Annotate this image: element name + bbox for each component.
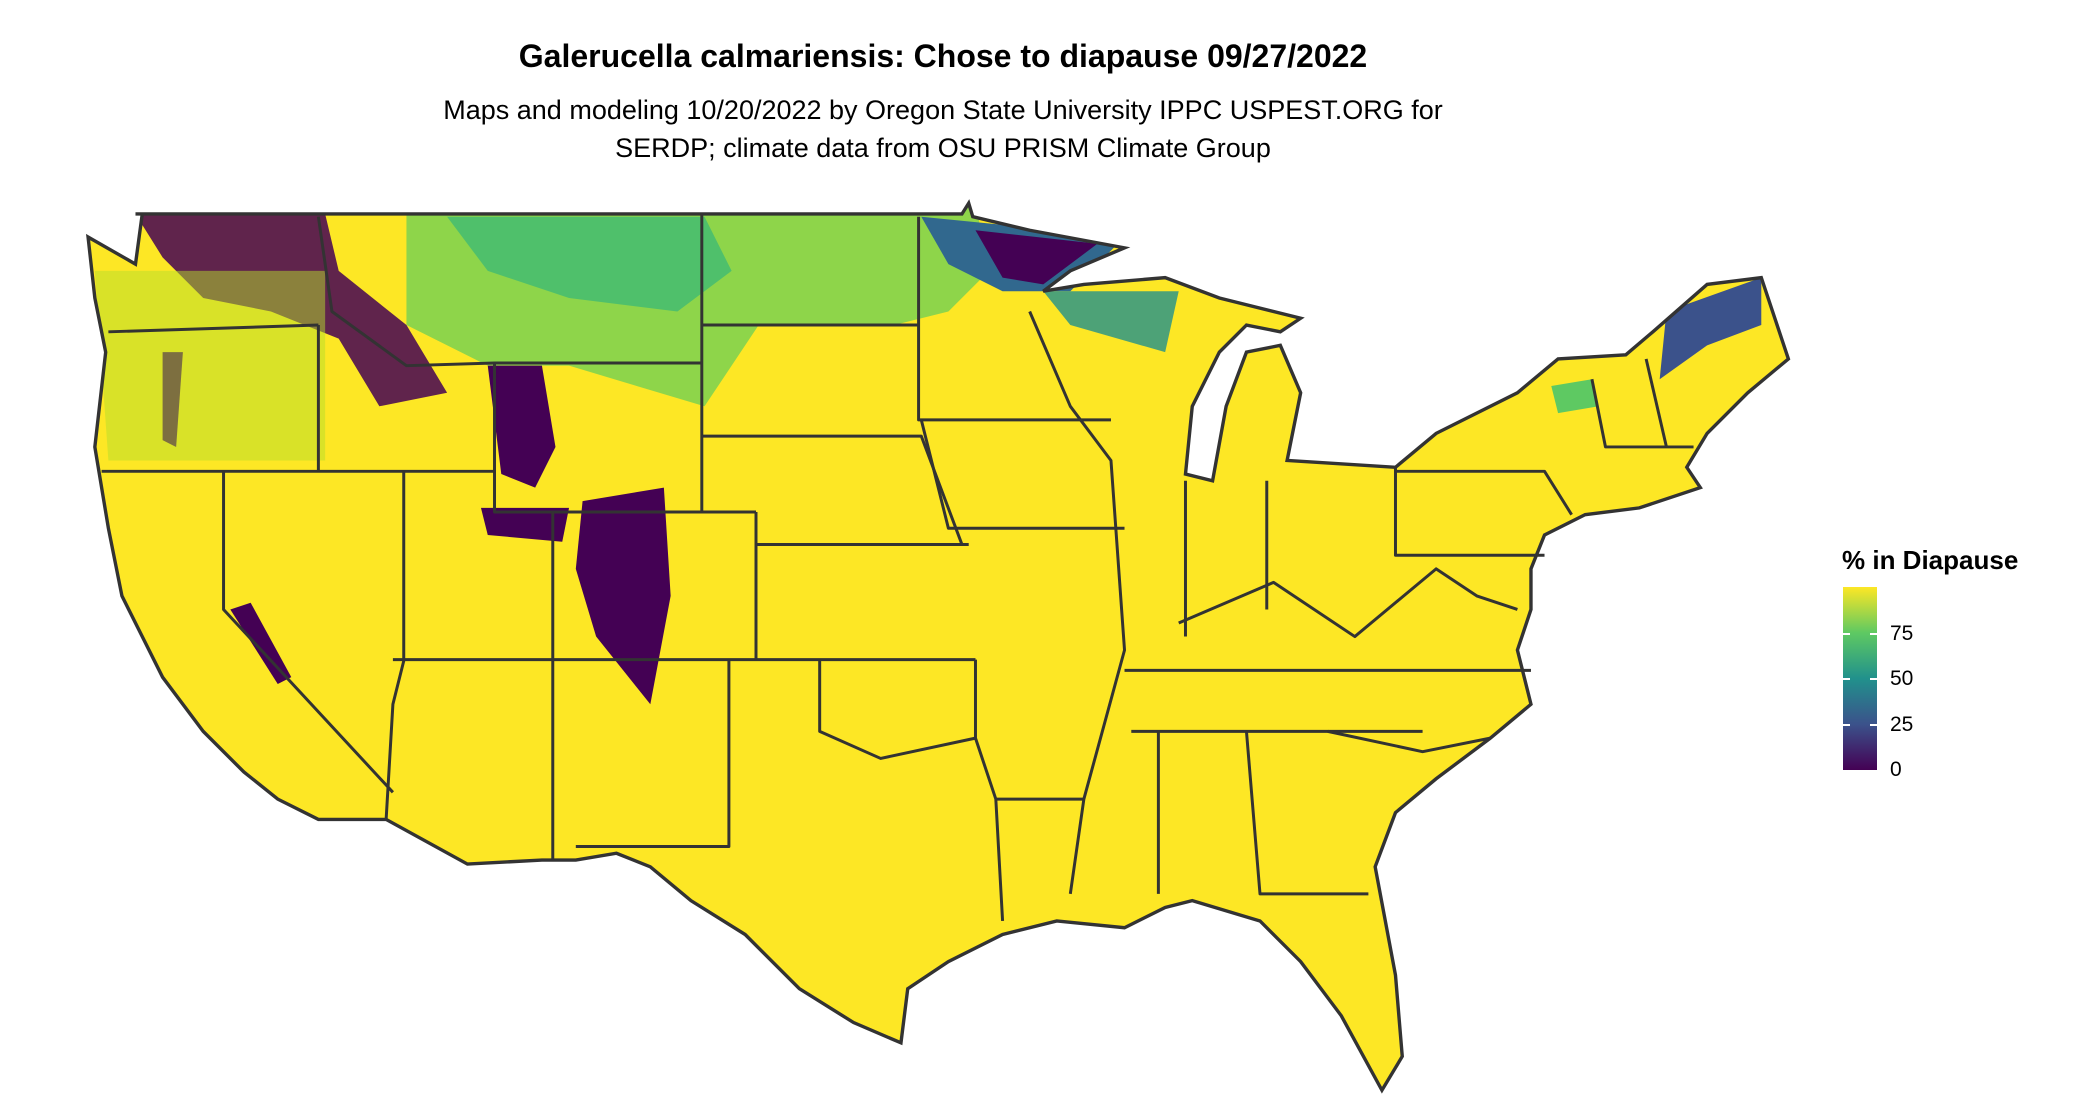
chart-subtitle-line-1: Maps and modeling 10/20/2022 by Oregon S…: [443, 95, 1443, 125]
legend-tick-mark: [1843, 678, 1877, 680]
legend-tick-label-25: 25: [1890, 713, 1914, 736]
legend-tick-mark: [1843, 724, 1877, 726]
state-border: [1393, 467, 1545, 557]
state-border: [493, 362, 756, 514]
legend-tick-label-75: 75: [1890, 622, 1914, 645]
map-region-colorado-rockies: [575, 487, 671, 705]
state-border: [1395, 469, 1573, 516]
map-region-adirondacks: [1551, 379, 1599, 414]
map-region-wyoming-range: [487, 365, 556, 488]
state-border: [575, 659, 731, 848]
legend-title: % in Diapause: [1842, 545, 2019, 575]
legend-tick-mark: [1843, 633, 1877, 635]
state-border: [1028, 310, 1127, 895]
state-borders: [101, 213, 1694, 922]
state-border: [917, 216, 1111, 422]
state-border: [1178, 567, 1518, 639]
map-region-uinta: [480, 507, 570, 542]
map-region-upper-michigan: [1043, 291, 1179, 353]
map-region-sierra-nevada: [230, 602, 292, 684]
chart-title: Galerucella calmariensis: Chose to diapa…: [518, 38, 1368, 74]
state-border: [1590, 378, 1694, 449]
state-border: [919, 419, 1125, 530]
state-border: [222, 471, 394, 794]
legend-tick-label-0: 0: [1890, 758, 1902, 781]
map-region-maine: [1659, 277, 1762, 380]
state-border: [1327, 729, 1491, 754]
state-border: [818, 659, 976, 760]
state-border: [316, 216, 702, 368]
state-border: [701, 434, 964, 545]
map-region-arrowhead-core: [975, 230, 1098, 285]
state-border: [384, 471, 406, 820]
chart-subtitle-line-2: SERDP; climate data from OSU PRISM Clima…: [615, 133, 1271, 163]
state-border: [1244, 731, 1369, 896]
map-region-pnw-green: [94, 270, 326, 461]
legend-tick-label-50: 50: [1890, 667, 1914, 690]
state-border: [973, 659, 1005, 922]
state-border: [108, 323, 319, 334]
state-border: [1644, 358, 1668, 448]
map-region-plains-mid: [447, 216, 732, 312]
